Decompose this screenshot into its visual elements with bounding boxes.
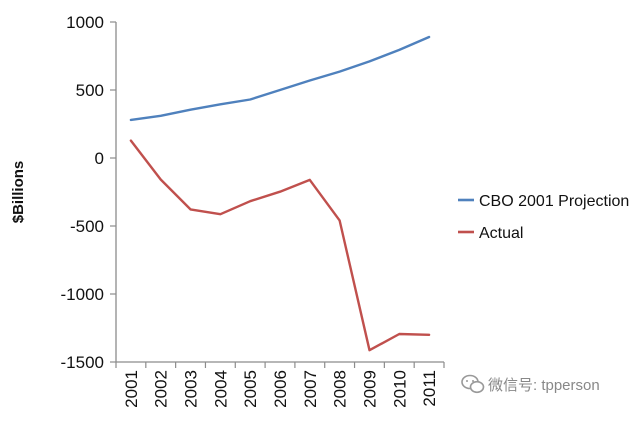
x-tick-label: 2003	[182, 370, 201, 408]
x-tick-label: 2010	[390, 370, 409, 408]
y-tick-label: 1000	[66, 13, 104, 32]
x-axis-ticks: 2001 2002 2003 2004 2005 2006 2007 2008 2009 2010…	[115, 362, 445, 408]
y-tick-label: 500	[76, 81, 104, 100]
x-tick-label: 2005	[241, 370, 260, 408]
y-tick-label: -500	[70, 217, 104, 236]
y-tick-label: -1000	[61, 285, 104, 304]
series-layer	[129, 35, 431, 352]
x-tick-label: 2002	[152, 370, 171, 408]
x-tick-label: 2007	[301, 370, 320, 408]
legend: CBO 2001 Projection Actual	[458, 193, 629, 242]
legend-label: CBO 2001 Projection	[479, 193, 629, 210]
x-tick-label: 2006	[271, 370, 290, 408]
plot-area	[115, 22, 444, 363]
y-tick-label: -1500	[61, 353, 104, 372]
x-tick-label: 2001	[122, 370, 141, 408]
wechat-icon	[461, 374, 485, 394]
x-tick-label: 2008	[331, 370, 350, 408]
y-axis-ticks: 1000 500 0 -500 -1000 -1500	[61, 13, 116, 372]
series-line-0	[129, 35, 431, 122]
watermark-text: 微信号: tpperson	[488, 377, 600, 394]
y-axis-label: $Billions	[10, 161, 27, 224]
x-tick-label: 2009	[360, 370, 379, 408]
x-tick-label: 2011	[420, 370, 439, 407]
y-tick-label: 0	[95, 149, 104, 168]
series-line-1	[129, 139, 431, 352]
x-tick-label: 2004	[211, 370, 230, 408]
watermark: 微信号: tpperson	[461, 374, 600, 394]
legend-label: Actual	[479, 225, 523, 242]
